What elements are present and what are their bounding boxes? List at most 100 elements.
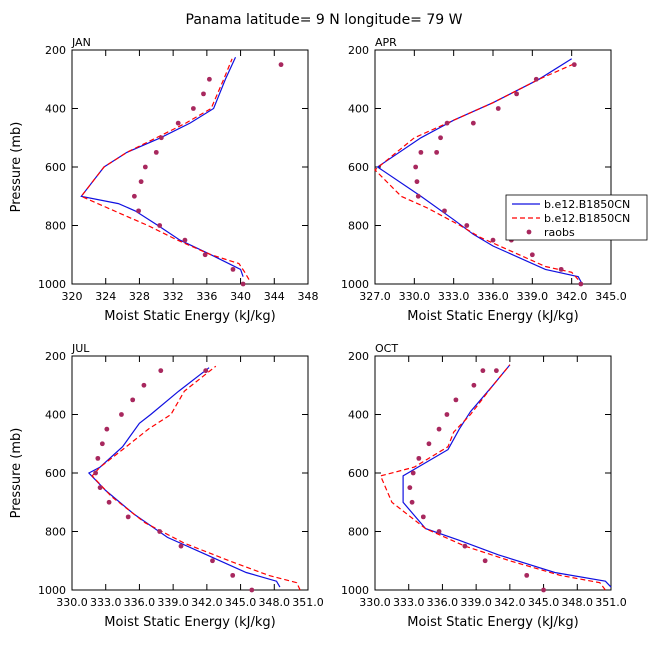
- plot-frame: [374, 355, 612, 591]
- raobs-point: [490, 237, 496, 243]
- x-tick-label: 351.0: [292, 596, 324, 609]
- series-line-model-2: [80, 58, 250, 280]
- legend-label-model-1: b.e12.B1850CN: [544, 198, 630, 211]
- raobs-point: [97, 485, 103, 491]
- raobs-point: [131, 193, 137, 199]
- x-axis-label: Moist Static Energy (kJ/kg): [407, 309, 578, 324]
- x-tick-label: 328: [129, 290, 150, 303]
- raobs-point: [407, 485, 413, 491]
- y-tick-label: 200: [45, 350, 66, 363]
- x-axis-label: Moist Static Energy (kJ/kg): [407, 615, 578, 630]
- x-tick-label: 336: [196, 290, 217, 303]
- raobs-point: [436, 426, 442, 432]
- x-tick-label: 336.0: [427, 596, 459, 609]
- raobs-point: [482, 558, 488, 564]
- plot-frame: [71, 355, 309, 591]
- y-ticks: 200 400 600 800 1000: [341, 350, 611, 597]
- x-tick-label: 342.0: [556, 290, 588, 303]
- x-tick-label: 333.0: [90, 596, 122, 609]
- y-tick-label: 1000: [38, 278, 66, 291]
- raobs-point: [158, 135, 164, 141]
- raobs-point: [462, 543, 468, 549]
- x-tick-label: 351.0: [595, 596, 627, 609]
- x-tick-label: 333.0: [438, 290, 470, 303]
- raobs-point: [409, 499, 415, 505]
- raobs-point: [464, 223, 470, 228]
- x-tick-label: 345.0: [225, 596, 257, 609]
- raobs-point: [495, 106, 501, 111]
- x-tick-label: 348: [298, 290, 319, 303]
- series-marks: [374, 58, 584, 287]
- x-tick-label: 340: [230, 290, 251, 303]
- raobs-point: [420, 514, 426, 520]
- x-tick-label: 345.0: [528, 596, 560, 609]
- x-ticks: 320 324 328 332 336 340 344 348: [62, 50, 319, 303]
- raobs-point: [175, 120, 181, 126]
- series-line-model-1: [402, 364, 612, 588]
- raobs-point: [578, 281, 584, 287]
- raobs-point: [470, 120, 476, 126]
- x-ticks: 330.0 333.0 336.0 339.0 342.0 345.0 348.0 351.0: [359, 356, 627, 609]
- panel-label: APR: [375, 36, 397, 49]
- y-ticks: 200 400 600 800 1000: [38, 44, 308, 291]
- y-tick-label: 400: [348, 103, 369, 116]
- raobs-point: [138, 179, 144, 185]
- raobs-point: [480, 368, 486, 374]
- plot-frame: [374, 49, 612, 285]
- series-line-model-2: [374, 62, 579, 280]
- x-tick-label: 332: [163, 290, 184, 303]
- y-axis-label: Pressure (mb): [9, 428, 24, 519]
- y-tick-label: 200: [348, 350, 369, 363]
- y-ticks: 200 400 600 800 1000: [38, 350, 308, 597]
- raobs-point: [453, 397, 459, 403]
- y-tick-label: 200: [348, 44, 369, 57]
- raobs-point: [558, 266, 564, 272]
- x-ticks: 330.0 333.0 336.0 339.0 342.0 345.0 348.0 351.0: [56, 356, 324, 609]
- series-line-model-1: [87, 367, 281, 588]
- raobs-point: [249, 587, 255, 593]
- y-tick-label: 600: [348, 467, 369, 480]
- y-tick-label: 200: [45, 44, 66, 57]
- y-tick-label: 600: [45, 467, 66, 480]
- raobs-point: [471, 382, 477, 388]
- x-tick-label: 333.0: [393, 596, 425, 609]
- y-tick-label: 600: [45, 161, 66, 174]
- raobs-point: [438, 135, 443, 141]
- series-marks: [80, 57, 284, 287]
- panel-label: JAN: [71, 36, 91, 49]
- x-tick-label: 320: [62, 290, 83, 303]
- panel-oct: OCT 330.0 333.0 336.0 339.0 342.0 345.0 348.0 3…: [341, 342, 627, 630]
- raobs-point: [571, 62, 577, 68]
- raobs-point: [230, 572, 236, 578]
- raobs-point: [444, 120, 450, 126]
- y-tick-label: 800: [348, 220, 369, 233]
- raobs-point: [514, 91, 519, 97]
- panel-jan: JAN 320 324 328 332 336 340 344 348 200 400 600 80…: [9, 36, 319, 324]
- x-tick-label: 342.0: [494, 596, 526, 609]
- raobs-point: [106, 499, 112, 505]
- y-tick-label: 1000: [341, 278, 369, 291]
- y-tick-label: 800: [45, 220, 66, 233]
- raobs-point: [418, 149, 424, 155]
- x-axis-label: Moist Static Energy (kJ/kg): [104, 615, 275, 630]
- raobs-point: [533, 76, 539, 82]
- raobs-point: [240, 281, 246, 287]
- y-tick-label: 800: [45, 526, 66, 539]
- y-tick-label: 600: [348, 161, 369, 174]
- x-tick-label: 336.0: [477, 290, 509, 303]
- raobs-point: [414, 179, 420, 185]
- raobs-point: [119, 412, 124, 417]
- raobs-point: [136, 208, 141, 214]
- figure-title: Panama latitude= 9 N longitude= 79 W: [186, 12, 463, 28]
- panel-jul: JUL 330.0 333.0 336.0 339.0 342.0 345.0 348.0 3…: [9, 342, 324, 630]
- y-ticks: 200 400 600 800 1000: [341, 44, 611, 291]
- legend-label-raobs: raobs: [544, 226, 575, 239]
- y-tick-label: 400: [45, 409, 66, 422]
- x-tick-label: 330.0: [56, 596, 88, 609]
- x-tick-label: 348.0: [562, 596, 594, 609]
- panel-apr: APR 327.0 330.0 333.0 336.0 339.0 342.0 345.0 …: [341, 36, 648, 324]
- x-tick-label: 330.0: [359, 596, 391, 609]
- panel-label: OCT: [375, 342, 398, 355]
- x-ticks: 327.0 330.0 333.0 336.0 339.0 342.0 345.0: [359, 50, 627, 303]
- y-tick-label: 400: [348, 409, 369, 422]
